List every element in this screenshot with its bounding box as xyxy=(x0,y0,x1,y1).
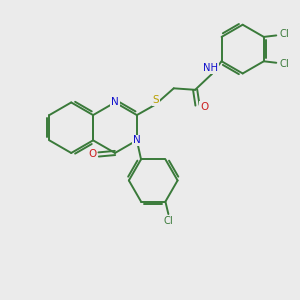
Text: O: O xyxy=(200,102,208,112)
Text: NH: NH xyxy=(203,63,218,73)
Text: S: S xyxy=(153,95,159,105)
Text: Cl: Cl xyxy=(280,59,290,69)
Text: Cl: Cl xyxy=(280,29,290,39)
Text: N: N xyxy=(133,135,141,145)
Text: O: O xyxy=(88,149,96,160)
Text: Cl: Cl xyxy=(164,217,173,226)
Text: N: N xyxy=(111,98,119,107)
